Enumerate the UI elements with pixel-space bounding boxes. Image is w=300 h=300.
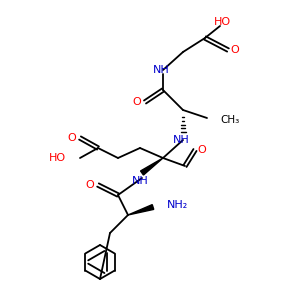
Text: NH₂: NH₂	[167, 200, 188, 210]
Text: NH: NH	[132, 176, 148, 186]
Text: O: O	[231, 45, 239, 55]
Text: NH: NH	[172, 135, 189, 145]
Text: CH₃: CH₃	[220, 115, 239, 125]
Text: O: O	[198, 145, 206, 155]
Polygon shape	[140, 158, 163, 175]
Text: HO: HO	[213, 17, 231, 27]
Text: O: O	[133, 97, 141, 107]
Text: NH: NH	[153, 65, 169, 75]
Polygon shape	[128, 205, 154, 215]
Text: O: O	[85, 180, 94, 190]
Text: O: O	[68, 133, 76, 143]
Text: HO: HO	[49, 153, 66, 163]
